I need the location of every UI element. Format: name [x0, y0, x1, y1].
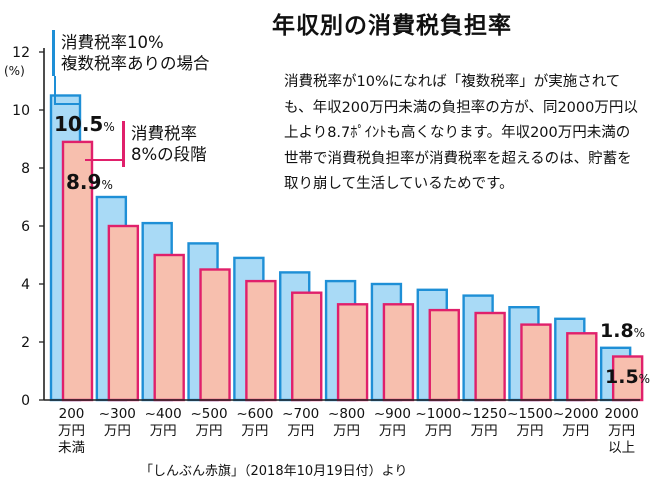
bar-series-8pct	[291, 291, 323, 402]
legend-blue-series: 消費税率10% 複数税率ありの場合	[52, 30, 216, 76]
bar-series-8pct	[336, 303, 369, 402]
x-tick-label: 万円	[379, 423, 406, 439]
x-tick-label: 万円	[608, 423, 635, 439]
y-tick-label: 2	[21, 335, 30, 351]
chart-description: 消費税率が10%になれば「複数税率」が実施されても、年収200万円未満の負担率の…	[284, 74, 638, 192]
y-tick-label: 8	[21, 161, 30, 177]
bar-series-8pct	[428, 308, 460, 402]
x-tick-label: 以上	[608, 440, 635, 456]
legend-blue-line1: 消費税率10%	[61, 33, 164, 52]
x-tick-label: ~1250	[461, 406, 507, 422]
x-tick-label: 万円	[516, 423, 543, 439]
x-tick-label: 万円	[196, 423, 223, 439]
bar-series-8pct	[566, 332, 598, 402]
x-tick-label: 万円	[471, 423, 498, 439]
bar-series-8pct	[199, 268, 231, 402]
x-tick-label: ~500	[190, 406, 227, 422]
callout-first-blue: 10.5%	[54, 112, 115, 136]
x-tick-label: ~400	[145, 406, 182, 422]
x-tick-label: 万円	[241, 423, 268, 439]
x-tick-label: 200	[59, 406, 85, 422]
bar-series-8pct	[61, 140, 94, 402]
x-tick-label: 万円	[287, 423, 314, 439]
legend-pink-line2: 8%の段階	[131, 145, 207, 164]
x-tick-label: ~800	[328, 406, 365, 422]
bar-series-8pct	[611, 355, 644, 402]
callout-last-pink-value: 1.5	[605, 366, 639, 388]
legend-blue-line2: 複数税率ありの場合	[61, 54, 210, 73]
callout-unit: %	[638, 372, 651, 386]
y-axis-unit-label: (%)	[4, 64, 25, 78]
x-tick-label: 万円	[104, 423, 131, 439]
callout-unit: %	[633, 326, 646, 340]
x-tick-label: 万円	[562, 423, 589, 439]
bar-series-8pct	[474, 311, 506, 402]
x-tick-label: ~900	[374, 406, 411, 422]
y-tick-label: 12	[12, 45, 30, 61]
x-tick-label: ~600	[236, 406, 273, 422]
callout-last-blue: 1.8%	[600, 320, 645, 342]
callout-first-blue-value: 10.5	[54, 112, 104, 136]
callout-first-pink-value: 8.9	[66, 170, 102, 194]
x-tick-label: ~300	[99, 406, 136, 422]
y-tick-label: 6	[21, 219, 30, 235]
bar-series-8pct	[107, 224, 140, 402]
source-credit: 「しんぶん赤旗」（2018年10月19日付）より	[140, 464, 408, 479]
legend-pink-series: 消費税率 8%の段階	[122, 121, 213, 167]
x-tick-label: 万円	[333, 423, 360, 439]
x-tick-label: ~1000	[415, 406, 461, 422]
chart-title: 年収別の消費税負担率	[272, 13, 512, 39]
callout-first-pink: 8.9%	[66, 170, 113, 194]
bar-series-8pct	[520, 323, 552, 402]
y-tick-label: 4	[21, 277, 30, 293]
y-tick-label: 0	[21, 393, 30, 409]
x-tick-label: ~2000	[553, 406, 599, 422]
x-tick-label: 万円	[150, 423, 177, 439]
x-tick-label: 万円	[58, 423, 85, 439]
callout-last-pink: 1.5%	[605, 366, 650, 388]
bar-series-8pct	[245, 279, 277, 402]
x-tick-label: 未満	[58, 440, 85, 456]
bar-series-8pct	[153, 253, 185, 402]
callout-unit: %	[101, 178, 113, 192]
x-tick-label: 万円	[425, 423, 452, 439]
legend-pink-line1: 消費税率	[131, 124, 197, 143]
callout-unit: %	[103, 120, 115, 134]
x-tick-label: 2000	[604, 406, 638, 422]
x-tick-label: ~700	[282, 406, 319, 422]
x-tick-label: ~1500	[507, 406, 553, 422]
callout-last-blue-value: 1.8	[600, 320, 634, 342]
y-tick-label: 10	[12, 103, 30, 119]
bar-series-8pct	[382, 303, 415, 402]
